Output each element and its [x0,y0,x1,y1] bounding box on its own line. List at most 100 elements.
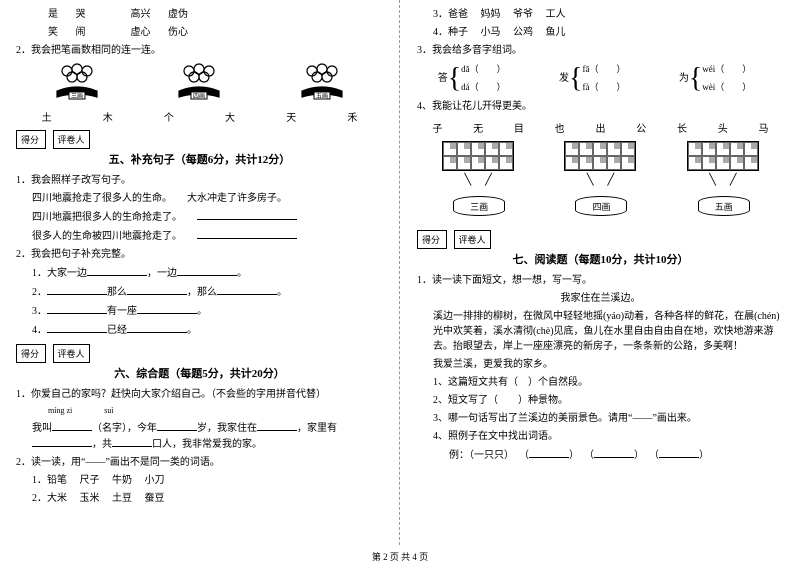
fill-2: 2．那么，那么。 [16,284,383,300]
left-column: 是 哭 高兴 虚伪 笑 闹 虚心 伤心 2．我会把笔画数相同的连一连。 三画 四… [0,0,399,545]
section-5-header: 得分 评卷人 五、补充句子（每题6分，共计12分） [16,130,383,167]
word: 闹 [76,27,86,38]
hanzi-row: 子 无 目 也 出 公 长 头 马 [417,120,784,135]
hanzi: 禾 [347,109,357,124]
hanzi: 答 [438,71,448,86]
cylinder: 五画 [698,190,748,216]
section-6-title: 六、综合题（每题5分，共计20分） [16,365,383,381]
sec5-line2: 四川地震把很多人的生命抢走了。 [16,209,383,225]
hanzi: 土 [42,109,52,124]
judge-cell: 评卷人 [53,130,90,149]
sec5-q2: 2．我会把句子补充完整。 [16,247,383,262]
blank-line[interactable] [47,284,107,295]
blank-line[interactable] [177,265,237,276]
blank-line[interactable] [157,420,197,431]
blank-line[interactable] [594,447,634,458]
section-6-header: 得分 评卷人 六、综合题（每题5分，共计20分） [16,344,383,381]
multi-group: 发 { fā（ ） fà（ ） [559,61,625,96]
word-pair-row1: 是 哭 高兴 虚伪 [16,7,383,22]
blank-line[interactable] [112,436,152,447]
flower-icon: 四画 [169,61,229,103]
pinyin-row: míng zi suì [16,405,383,417]
svg-text:四画: 四画 [193,93,205,100]
blank-line[interactable] [197,228,297,239]
page-footer: 第 2 页 共 4 页 [0,550,800,563]
score-cell: 得分 [417,230,447,249]
sec5-line3: 很多人的生命被四川地震抢走了。 [16,228,383,244]
passage-title: 我家住在兰溪边。 [417,291,784,306]
arrow-icon: ╲╱ [564,173,636,186]
arrow-icon: ╲╱ [442,173,514,186]
list-row: 4．种子 小马 公鸡 鱼儿 [417,25,784,40]
blank-line[interactable] [257,420,297,431]
judge-cell: 评卷人 [454,230,491,249]
hanzi: 木 [103,109,113,124]
fill-1: 1．大家一边，一边。 [16,265,383,281]
word: 是 [48,9,58,20]
sec6-q1: 1．你爱自己的家吗？赶快向大家介绍自己。（不会些的字用拼音代替） [16,387,383,402]
multi-group: 答 { dā（ ） dá（ ） [438,61,506,96]
blank-line[interactable] [127,322,187,333]
flower-row: 三画 四画 五画 [16,61,383,103]
flower-icon: 三画 [47,61,107,103]
passage-p2: 我爱兰溪，更爱我的家乡。 [417,357,784,372]
brace-icon: { [569,65,582,93]
blank-line[interactable] [32,436,92,447]
blank-line[interactable] [659,447,699,458]
grid-box [687,141,759,171]
sec7-item: 3、哪一句话写出了兰溪边的美丽景色。请用“——”画出来。 [417,411,784,426]
brace-icon: { [689,65,702,93]
sec7-example: 例：（一只只） （） （） （） [417,447,784,463]
hanzi: 天 [286,109,296,124]
right-column: 3．爸爸 妈妈 爷爷 工人 4．种子 小马 公鸡 鱼儿 3．我会给多音字组词。 … [401,0,800,545]
word-pair-row2: 笑 闹 虚心 伤心 [16,25,383,40]
sec7-item: 2、短文写了（ ）种景物。 [417,393,784,408]
cylinder: 四画 [575,190,625,216]
blank-line[interactable] [47,322,107,333]
grid-group: ╲╱ 三画 [442,141,514,216]
blank-line[interactable] [197,209,297,220]
sec6-q2: 2．读一读，用“——”画出不是同一类的词语。 [16,455,383,470]
brace-icon: { [448,65,461,93]
section-7-title: 七、阅读题（每题10分，共计10分） [417,251,784,267]
sec6-para: 我叫（名字），今年岁，我家住在，家里有 ，共口人，我非常爱我的家。 [16,420,383,452]
list-row: 2．大米 玉米 土豆 蚕豆 [16,491,383,506]
sec5-line1: 四川地震抢走了很多人的生命。 大水冲走了许多房子。 [16,191,383,206]
question-2: 2．我会把笔画数相同的连一连。 [16,43,383,58]
word: 虚伪 [168,9,188,20]
hanzi: 发 [559,71,569,86]
list-row: 1．铅笔 尺子 牛奶 小刀 [16,473,383,488]
word: 虚心 [131,27,151,38]
svg-text:三画: 三画 [71,93,83,100]
fill-3: 3．有一座。 [16,303,383,319]
word: 笑 [48,27,58,38]
grid-cylinder-row: ╲╱ 三画 ╲╱ 四画 ╲╱ 五画 [417,141,784,216]
sec7-item: 4、照例子在文中找出词语。 [417,429,784,444]
sec7-item: 1、这篇短文共有（ ）个自然段。 [417,375,784,390]
section-7-header: 得分 评卷人 七、阅读题（每题10分，共计10分） [417,230,784,267]
list-row: 3．爸爸 妈妈 爷爷 工人 [417,7,784,22]
sec5-q1: 1．我会照样子改写句子。 [16,173,383,188]
blank-line[interactable] [47,303,107,314]
judge-cell: 评卷人 [53,344,90,363]
passage-p1: 溪边一排排的柳树，在微风中轻轻地摇(yáo)动着，各种各样的鲜花，在晨(chén… [417,309,784,354]
section-5-title: 五、补充句子（每题6分，共计12分） [16,151,383,167]
fill-4: 4．已经。 [16,322,383,338]
hanzi: 个 [164,109,174,124]
blank-line[interactable] [137,303,197,314]
grid-box [564,141,636,171]
blank-line[interactable] [127,284,187,295]
blank-line[interactable] [217,284,277,295]
blank-line[interactable] [87,265,147,276]
question-3: 3．我会给多音字组词。 [417,43,784,58]
blank-line[interactable] [529,447,569,458]
sec7-q1: 1．读一读下面短文，想一想，写一写。 [417,273,784,288]
hanzi: 为 [679,71,689,86]
word: 高兴 [131,9,151,20]
blank-line[interactable] [52,420,92,431]
grid-box [442,141,514,171]
svg-text:五画: 五画 [316,93,328,100]
word: 哭 [76,9,86,20]
multi-row: 答 { dā（ ） dá（ ） 发 { fā（ ） fà（ ） 为 { [417,61,784,96]
flower-icon: 五画 [292,61,352,103]
